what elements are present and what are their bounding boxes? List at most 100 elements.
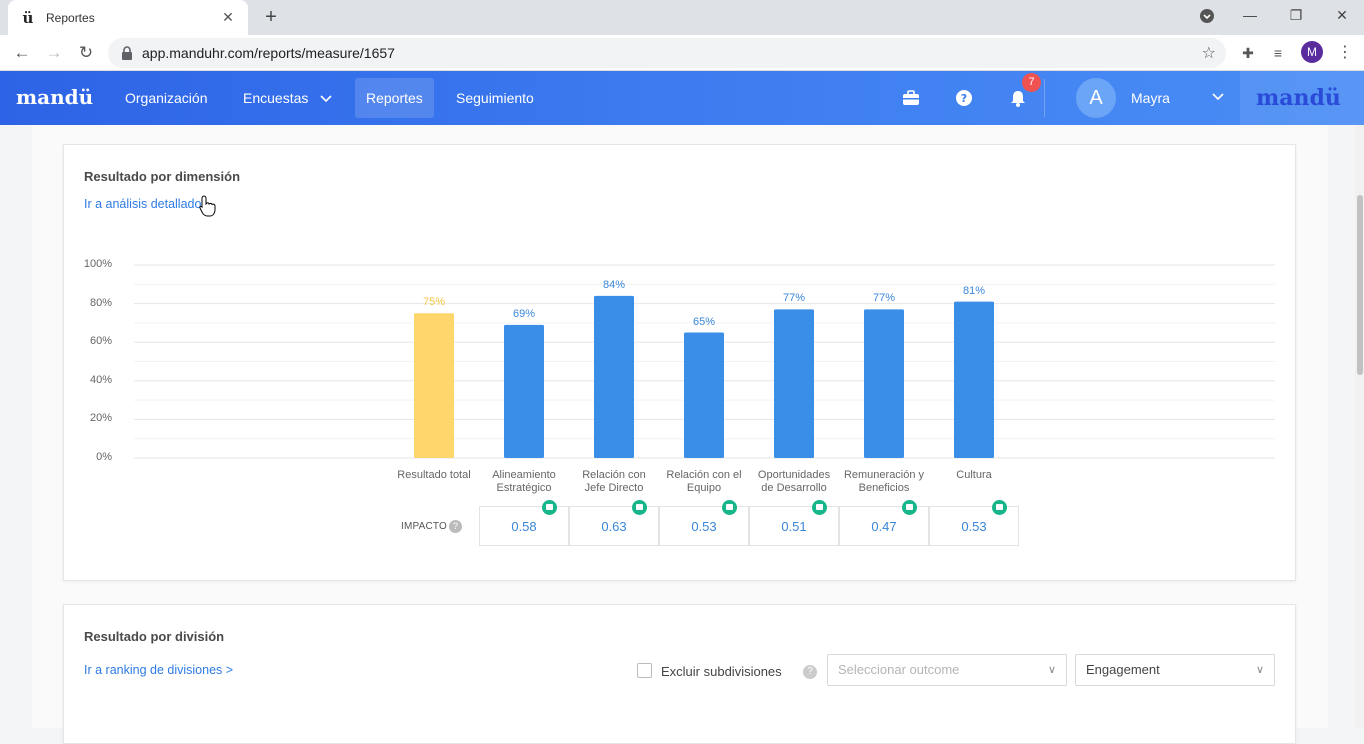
bar-value-label: 77%: [782, 292, 806, 305]
impact-tag-icon[interactable]: [722, 500, 737, 515]
outcome-select-placeholder: Seleccionar outcome: [838, 662, 960, 677]
impact-value: 0.63: [569, 506, 659, 546]
exclude-subdivisions-label: Excluir subdivisiones: [661, 664, 782, 679]
chevron-down-icon: [320, 95, 332, 103]
more-icon[interactable]: ⋮: [1337, 44, 1353, 61]
bar[interactable]: [594, 295, 634, 458]
profile-avatar[interactable]: M: [1301, 41, 1323, 63]
category-label-line: Estratégico: [496, 482, 552, 494]
impact-tag-icon[interactable]: [632, 500, 647, 515]
bar[interactable]: [414, 313, 454, 458]
bell-icon[interactable]: [1009, 89, 1027, 107]
dimension-card-title: Resultado por dimensión: [84, 169, 241, 184]
tab-search-button[interactable]: [1184, 0, 1230, 32]
impact-tag-icon[interactable]: [812, 500, 827, 515]
puzzle-icon[interactable]: ✚: [1242, 45, 1254, 61]
tab-title: Reportes: [46, 10, 95, 25]
lock-icon: [122, 46, 132, 60]
scrollbar-track[interactable]: [1355, 125, 1364, 728]
restore-button[interactable]: ❐: [1289, 7, 1303, 23]
url-text: app.manduhr.com/reports/measure/1657: [142, 45, 395, 61]
impact-tag-icon[interactable]: [992, 500, 1007, 515]
notification-badge: 7: [1022, 73, 1041, 92]
nav-encuestas[interactable]: Encuestas: [232, 78, 343, 118]
y-tick-label: 0%: [96, 451, 112, 463]
category-label: Oportunidades de Desarrollo: [749, 469, 839, 495]
category-label: Resultado total: [389, 469, 479, 482]
impact-tag-icon[interactable]: [542, 500, 557, 515]
browser-tab[interactable]: ü Reportes ✕: [8, 0, 248, 35]
category-label: Remuneración y Beneficios: [839, 469, 929, 495]
close-icon[interactable]: ✕: [222, 9, 234, 25]
detailed-analysis-link[interactable]: Ir a análisis detallado: [84, 197, 202, 211]
media-icon[interactable]: ≡: [1273, 45, 1283, 61]
nav-organizacion[interactable]: Organización: [125, 90, 208, 106]
exclude-help-icon[interactable]: ?: [803, 665, 817, 679]
category-label-line: Beneficios: [858, 482, 910, 494]
star-icon[interactable]: ☆: [1201, 45, 1216, 62]
category-label: Relación con Jefe Directo: [569, 469, 659, 495]
user-menu-chevron-icon[interactable]: [1212, 93, 1224, 101]
bar-value-label: 81%: [962, 284, 986, 297]
category-label-line: de Desarrollo: [761, 482, 827, 494]
category-label-line: Oportunidades: [757, 469, 831, 481]
bar[interactable]: [864, 309, 904, 458]
scrollbar-thumb[interactable]: [1357, 195, 1363, 375]
y-tick-label: 60%: [89, 335, 112, 348]
category-label-line: Equipo: [686, 482, 722, 494]
address-bar[interactable]: app.manduhr.com/reports/measure/1657 ☆: [108, 38, 1226, 68]
impact-value: 0.58: [479, 506, 569, 546]
bar-value-label: 84%: [602, 278, 626, 291]
category-label-line: Jefe Directo: [584, 482, 644, 494]
help-icon[interactable]: ?: [955, 89, 973, 107]
briefcase-icon[interactable]: [902, 89, 920, 107]
bar-value-label: 75%: [422, 296, 446, 309]
back-button[interactable]: ←: [13, 43, 31, 62]
category-label-line: Remuneración y: [843, 469, 925, 481]
browser-toolbar: ← → ↻ app.manduhr.com/reports/measure/16…: [0, 35, 1364, 71]
minimize-button[interactable]: —: [1243, 7, 1257, 23]
metric-select[interactable]: Engagement ∨: [1075, 654, 1275, 686]
avatar[interactable]: A: [1076, 78, 1116, 118]
impact-value: 0.47: [839, 506, 929, 546]
bar[interactable]: [774, 309, 814, 458]
user-name[interactable]: Mayra: [1131, 90, 1170, 106]
y-tick-label: 20%: [89, 412, 112, 425]
impact-value: 0.53: [929, 506, 1019, 546]
brand-logo-right: mandü: [1256, 85, 1341, 111]
window-close-button[interactable]: ✕: [1336, 7, 1348, 23]
brand-logo[interactable]: mandü: [16, 85, 94, 109]
category-label: Alineamiento Estratégico: [479, 469, 569, 495]
bar[interactable]: [504, 324, 544, 458]
forward-button[interactable]: →: [45, 43, 63, 62]
bar[interactable]: [954, 301, 994, 458]
new-tab-button[interactable]: +: [265, 6, 277, 28]
nav-seguimiento[interactable]: Seguimiento: [456, 90, 534, 106]
brand-right-panel: [1240, 71, 1364, 125]
category-label-line: Relación con el: [666, 469, 742, 481]
impact-value: 0.51: [749, 506, 839, 546]
bar-value-label: 69%: [512, 307, 536, 320]
outcome-select[interactable]: Seleccionar outcome ∨: [827, 654, 1067, 686]
chevron-down-icon: ∨: [1255, 664, 1264, 676]
exclude-subdivisions-checkbox[interactable]: [637, 663, 652, 678]
impact-label: IMPACTO: [401, 521, 448, 532]
impact-tag-icon[interactable]: [902, 500, 917, 515]
reload-button[interactable]: ↻: [78, 43, 94, 62]
category-label-line: Resultado total: [397, 469, 471, 481]
bar-value-label: 77%: [872, 292, 896, 305]
metric-select-value: Engagement: [1086, 662, 1160, 677]
hand-cursor-icon: [199, 195, 216, 217]
dimension-card: [63, 144, 1296, 581]
browser-tabstrip: ü Reportes ✕ + — ❐ ✕: [0, 0, 1364, 35]
chevron-down-icon: ∨: [1047, 664, 1056, 676]
category-label-line: Cultura: [956, 469, 992, 481]
y-tick-label: 80%: [89, 296, 112, 309]
impact-help-icon[interactable]: ?: [449, 520, 462, 533]
division-ranking-link[interactable]: Ir a ranking de divisiones >: [84, 663, 234, 677]
impact-value: 0.53: [659, 506, 749, 546]
nav-reportes[interactable]: Reportes: [355, 78, 434, 118]
category-label: Relación con el Equipo: [659, 469, 749, 495]
y-tick-label: 100%: [83, 258, 112, 270]
bar[interactable]: [684, 332, 724, 458]
